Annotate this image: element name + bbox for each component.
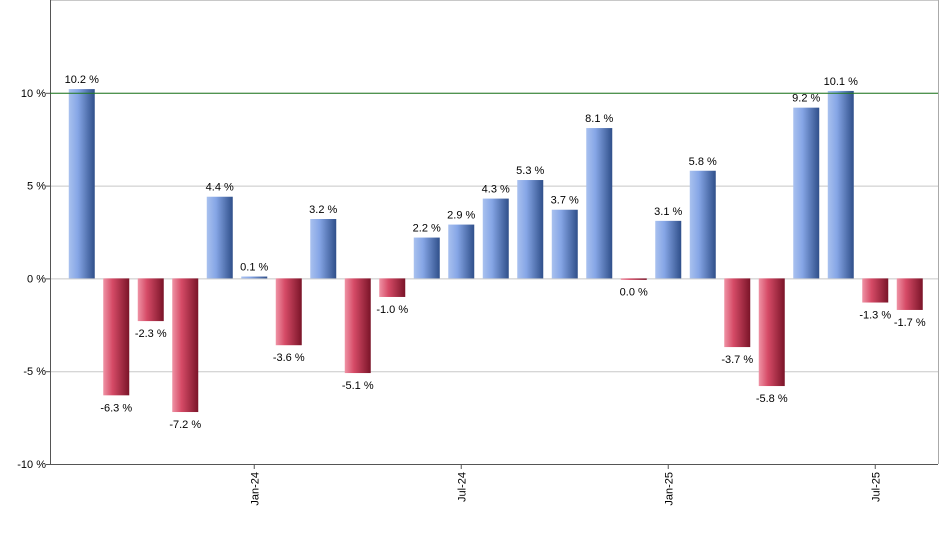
y-axis: -10 % -5 % 0 % 5 % 10 % [17,88,50,471]
bar [517,180,544,279]
data-label: 2.9 % [447,210,475,222]
bar [724,278,751,348]
bar [241,276,268,279]
data-label: 9.2 % [792,93,820,105]
bar [275,278,302,346]
bar [206,196,233,279]
data-label: -3.6 % [273,352,305,364]
y-tick-label: -10 % [17,459,46,471]
y-tick-label: 5 % [27,181,46,193]
data-label: 4.4 % [206,182,234,194]
bar [827,90,854,279]
data-label: 3.1 % [654,206,682,218]
data-label: 10.1 % [824,76,858,88]
data-label: -2.3 % [135,328,167,340]
data-label: 4.3 % [482,184,510,196]
bar [620,278,647,280]
bar [448,224,475,279]
x-tick-label: Jul-25 [870,472,882,502]
data-label: -1.7 % [894,317,926,329]
y-tick-label: 0 % [27,273,46,285]
data-label: 5.8 % [689,156,717,168]
bars [68,89,923,413]
bar [482,198,509,279]
bar [137,278,164,322]
bar [551,209,578,279]
data-label: 0.0 % [620,286,648,298]
bar [689,170,716,279]
x-tick-label: Jan-25 [663,472,675,506]
data-label: 10.2 % [65,74,99,86]
bar [413,237,440,279]
y-tick-label: 10 % [21,88,46,100]
bar [344,278,371,374]
bar [172,278,199,413]
bar [655,220,682,279]
data-label: -5.1 % [342,380,374,392]
data-label: -5.8 % [756,393,788,405]
bar [68,89,95,279]
data-label: 3.7 % [551,195,579,207]
y-tick-label: -5 % [23,366,46,378]
plot-border [50,0,939,465]
data-label: 0.1 % [240,262,268,274]
data-label: -1.0 % [376,304,408,316]
bar [586,128,613,279]
bar [310,219,337,279]
x-axis: Jan-24 Jul-24 Jan-25 Jul-25 [249,464,882,506]
data-label: 5.3 % [516,165,544,177]
data-label: -7.2 % [169,419,201,431]
bar [793,107,820,279]
data-label: -3.7 % [721,354,753,366]
data-labels: 10.2 % -6.3 % -2.3 % -7.2 % 4.4 % 0.1 % -3.6 %… [65,74,926,431]
bar [862,278,889,303]
data-label: 2.2 % [413,223,441,235]
data-label: -6.3 % [100,402,132,414]
bar [379,278,406,297]
data-label: 8.1 % [585,113,613,125]
x-tick-label: Jan-24 [249,472,261,506]
data-label: 3.2 % [309,204,337,216]
data-label: -1.3 % [859,310,891,322]
bar [896,278,923,310]
x-tick-label: Jul-24 [456,472,468,502]
bar [758,278,785,387]
bar [103,278,130,396]
